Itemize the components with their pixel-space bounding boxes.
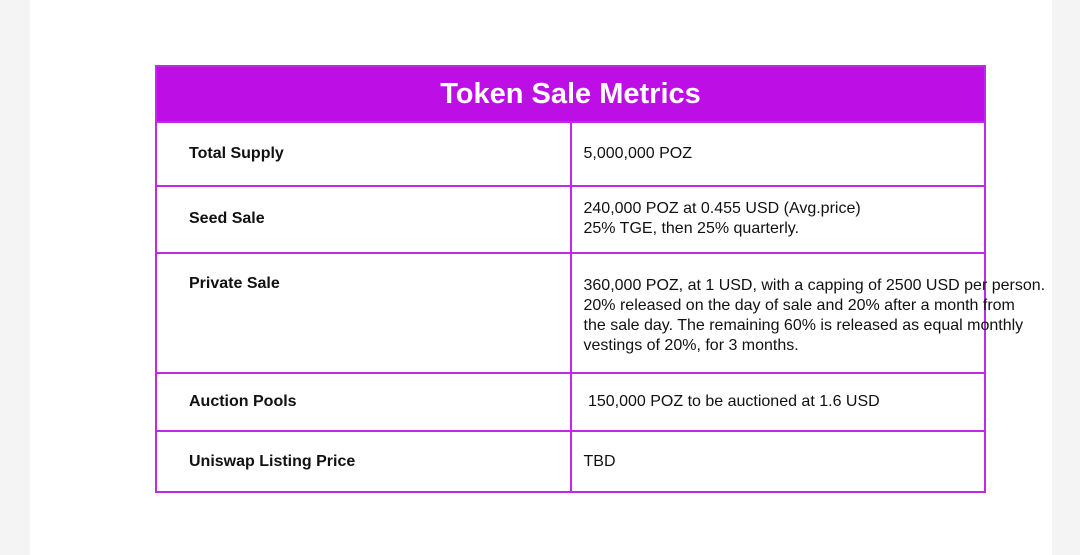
- document-page: Token Sale Metrics Total Supply 5,000,00…: [30, 0, 1052, 555]
- value-line: vestings of 20%, for 3 months.: [583, 336, 799, 354]
- row-label-auction-pools: Auction Pools: [155, 372, 572, 433]
- value-line: 20% released on the day of sale and 20% …: [583, 296, 1015, 314]
- table-row: Private Sale 360,000 POZ, at 1 USD, with…: [155, 251, 1046, 375]
- value-line: 150,000 POZ to be auctioned at 1.6 USD: [583, 393, 880, 411]
- row-label-seed-sale: Seed Sale: [155, 184, 572, 254]
- row-value-uniswap-listing-price: TBD: [569, 430, 986, 493]
- value-line: TBD: [583, 452, 616, 470]
- table-row: Seed Sale 240,000 POZ at 0.455 USD (Avg.…: [155, 184, 986, 254]
- table-row: Auction Pools 150,000 POZ to be auctione…: [155, 372, 986, 433]
- table-row: Total Supply 5,000,000 POZ: [155, 121, 986, 187]
- row-label-uniswap-listing-price: Uniswap Listing Price: [155, 430, 572, 493]
- table-title: Token Sale Metrics: [155, 65, 986, 123]
- row-value-seed-sale: 240,000 POZ at 0.455 USD (Avg.price) 25%…: [569, 184, 986, 254]
- row-value-private-sale: 360,000 POZ, at 1 USD, with a capping of…: [569, 251, 1046, 375]
- value-line: 25% TGE, then 25% quarterly.: [583, 220, 800, 238]
- value-line: 360,000 POZ, at 1 USD, with a capping of…: [583, 276, 1046, 294]
- value-line: 240,000 POZ at 0.455 USD (Avg.price): [583, 200, 861, 218]
- row-label-total-supply: Total Supply: [155, 121, 572, 187]
- row-value-total-supply: 5,000,000 POZ: [569, 121, 986, 187]
- table-row: Uniswap Listing Price TBD: [155, 430, 986, 493]
- value-line: 5,000,000 POZ: [583, 144, 693, 162]
- token-sale-metrics-table: Token Sale Metrics Total Supply 5,000,00…: [155, 65, 1046, 493]
- row-label-private-sale: Private Sale: [155, 251, 572, 375]
- value-line: the sale day. The remaining 60% is relea…: [583, 316, 1024, 334]
- row-value-auction-pools: 150,000 POZ to be auctioned at 1.6 USD: [569, 372, 986, 433]
